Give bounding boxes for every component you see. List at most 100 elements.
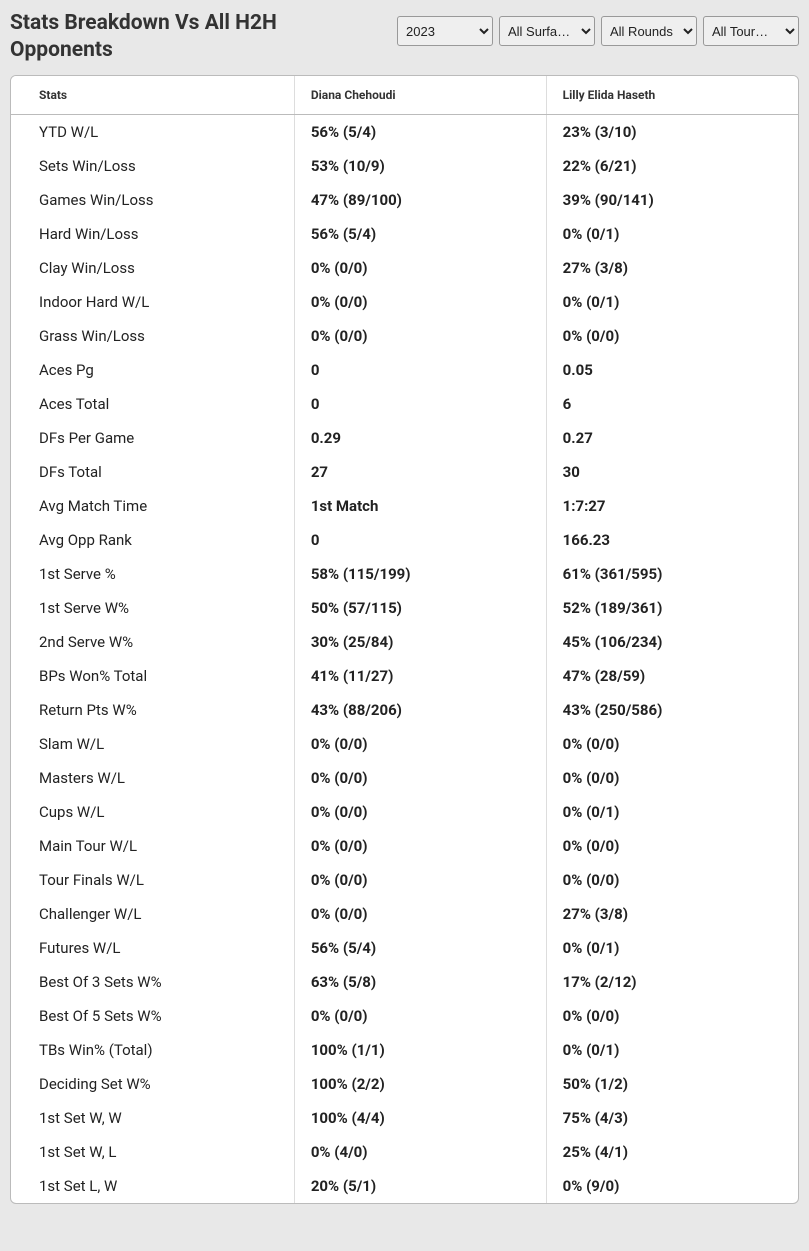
stats-table: Stats Diana Chehoudi Lilly Elida Haseth … — [11, 76, 798, 1203]
stat-value-player2: 166.23 — [546, 523, 798, 557]
table-row: DFs Total2730 — [11, 455, 798, 489]
stat-label: Return Pts W% — [11, 693, 294, 727]
table-row: Best Of 3 Sets W%63% (5/8)17% (2/12) — [11, 965, 798, 999]
stat-label: Best Of 3 Sets W% — [11, 965, 294, 999]
surface-select[interactable]: All Surfa… — [499, 16, 595, 46]
stat-value-player1: 0% (0/0) — [294, 319, 546, 353]
table-row: Main Tour W/L0% (0/0)0% (0/0) — [11, 829, 798, 863]
stat-value-player2: 23% (3/10) — [546, 114, 798, 149]
table-row: Sets Win/Loss53% (10/9)22% (6/21) — [11, 149, 798, 183]
stats-table-body: YTD W/L56% (5/4)23% (3/10)Sets Win/Loss5… — [11, 114, 798, 1203]
table-row: TBs Win% (Total)100% (1/1)0% (0/1) — [11, 1033, 798, 1067]
stat-label: Games Win/Loss — [11, 183, 294, 217]
stat-value-player2: 50% (1/2) — [546, 1067, 798, 1101]
table-row: Best Of 5 Sets W%0% (0/0)0% (0/0) — [11, 999, 798, 1033]
stat-value-player1: 27 — [294, 455, 546, 489]
stat-value-player2: 0% (0/1) — [546, 1033, 798, 1067]
stat-value-player1: 56% (5/4) — [294, 114, 546, 149]
stat-value-player2: 0% (0/1) — [546, 795, 798, 829]
stats-table-container: Stats Diana Chehoudi Lilly Elida Haseth … — [10, 75, 799, 1204]
stat-value-player2: 0% (0/0) — [546, 319, 798, 353]
round-select[interactable]: All Rounds — [601, 16, 697, 46]
stat-value-player1: 43% (88/206) — [294, 693, 546, 727]
stat-value-player1: 0% (0/0) — [294, 863, 546, 897]
stat-value-player2: 6 — [546, 387, 798, 421]
table-row: DFs Per Game0.290.27 — [11, 421, 798, 455]
table-row: 2nd Serve W%30% (25/84)45% (106/234) — [11, 625, 798, 659]
stat-value-player2: 17% (2/12) — [546, 965, 798, 999]
stat-value-player1: 100% (2/2) — [294, 1067, 546, 1101]
stat-value-player1: 0% (0/0) — [294, 897, 546, 931]
stat-value-player2: 45% (106/234) — [546, 625, 798, 659]
stat-value-player1: 0% (0/0) — [294, 999, 546, 1033]
stat-value-player2: 30 — [546, 455, 798, 489]
stat-value-player1: 0% (0/0) — [294, 761, 546, 795]
stat-value-player1: 58% (115/199) — [294, 557, 546, 591]
filters: 2023 All Surfa… All Rounds All Tour… — [397, 10, 799, 46]
stat-value-player2: 47% (28/59) — [546, 659, 798, 693]
stat-label: Cups W/L — [11, 795, 294, 829]
stat-label: Hard Win/Loss — [11, 217, 294, 251]
table-row: Masters W/L0% (0/0)0% (0/0) — [11, 761, 798, 795]
table-row: Indoor Hard W/L0% (0/0)0% (0/1) — [11, 285, 798, 319]
table-row: YTD W/L56% (5/4)23% (3/10) — [11, 114, 798, 149]
stat-label: DFs Total — [11, 455, 294, 489]
stat-label: 1st Set W, W — [11, 1101, 294, 1135]
stat-value-player1: 0 — [294, 523, 546, 557]
stat-value-player1: 0% (0/0) — [294, 795, 546, 829]
table-row: Grass Win/Loss0% (0/0)0% (0/0) — [11, 319, 798, 353]
stat-value-player1: 56% (5/4) — [294, 931, 546, 965]
stat-value-player1: 100% (4/4) — [294, 1101, 546, 1135]
header-row: Stats Breakdown Vs All H2H Opponents 202… — [0, 0, 809, 75]
table-row: 1st Set W, L0% (4/0)25% (4/1) — [11, 1135, 798, 1169]
stat-value-player2: 39% (90/141) — [546, 183, 798, 217]
stat-value-player2: 52% (189/361) — [546, 591, 798, 625]
stat-value-player1: 100% (1/1) — [294, 1033, 546, 1067]
stat-value-player1: 0 — [294, 353, 546, 387]
table-row: 1st Set L, W20% (5/1)0% (9/0) — [11, 1169, 798, 1203]
stat-value-player1: 53% (10/9) — [294, 149, 546, 183]
stat-value-player2: 0% (0/1) — [546, 285, 798, 319]
stat-value-player2: 25% (4/1) — [546, 1135, 798, 1169]
stat-value-player2: 0% (9/0) — [546, 1169, 798, 1203]
table-row: Aces Total06 — [11, 387, 798, 421]
stat-value-player1: 0% (0/0) — [294, 829, 546, 863]
stat-value-player1: 47% (89/100) — [294, 183, 546, 217]
stat-label: 1st Set L, W — [11, 1169, 294, 1203]
stat-value-player2: 0% (0/1) — [546, 217, 798, 251]
table-row: 1st Serve W%50% (57/115)52% (189/361) — [11, 591, 798, 625]
table-row: Aces Pg00.05 — [11, 353, 798, 387]
stat-value-player2: 0.05 — [546, 353, 798, 387]
stat-value-player2: 0% (0/1) — [546, 931, 798, 965]
stat-value-player2: 61% (361/595) — [546, 557, 798, 591]
stat-label: 1st Serve % — [11, 557, 294, 591]
stat-label: YTD W/L — [11, 114, 294, 149]
stat-label: Avg Opp Rank — [11, 523, 294, 557]
stat-label: DFs Per Game — [11, 421, 294, 455]
table-row: Avg Opp Rank0166.23 — [11, 523, 798, 557]
stat-label: Sets Win/Loss — [11, 149, 294, 183]
stat-label: 2nd Serve W% — [11, 625, 294, 659]
col-header-stats: Stats — [11, 76, 294, 115]
stat-label: 1st Serve W% — [11, 591, 294, 625]
stat-label: Avg Match Time — [11, 489, 294, 523]
table-row: Games Win/Loss47% (89/100)39% (90/141) — [11, 183, 798, 217]
page-title: Stats Breakdown Vs All H2H Opponents — [10, 10, 350, 65]
stat-value-player1: 50% (57/115) — [294, 591, 546, 625]
table-row: Deciding Set W%100% (2/2)50% (1/2) — [11, 1067, 798, 1101]
stat-value-player2: 27% (3/8) — [546, 251, 798, 285]
stat-value-player2: 75% (4/3) — [546, 1101, 798, 1135]
year-select[interactable]: 2023 — [397, 16, 493, 46]
table-row: 1st Set W, W100% (4/4)75% (4/3) — [11, 1101, 798, 1135]
stat-value-player1: 1st Match — [294, 489, 546, 523]
table-row: Clay Win/Loss0% (0/0)27% (3/8) — [11, 251, 798, 285]
stat-value-player1: 30% (25/84) — [294, 625, 546, 659]
stat-label: TBs Win% (Total) — [11, 1033, 294, 1067]
stat-label: Tour Finals W/L — [11, 863, 294, 897]
col-header-player2: Lilly Elida Haseth — [546, 76, 798, 115]
tour-select[interactable]: All Tour… — [703, 16, 799, 46]
stat-label: Futures W/L — [11, 931, 294, 965]
stat-value-player2: 43% (250/586) — [546, 693, 798, 727]
stat-label: Aces Pg — [11, 353, 294, 387]
table-header-row: Stats Diana Chehoudi Lilly Elida Haseth — [11, 76, 798, 115]
